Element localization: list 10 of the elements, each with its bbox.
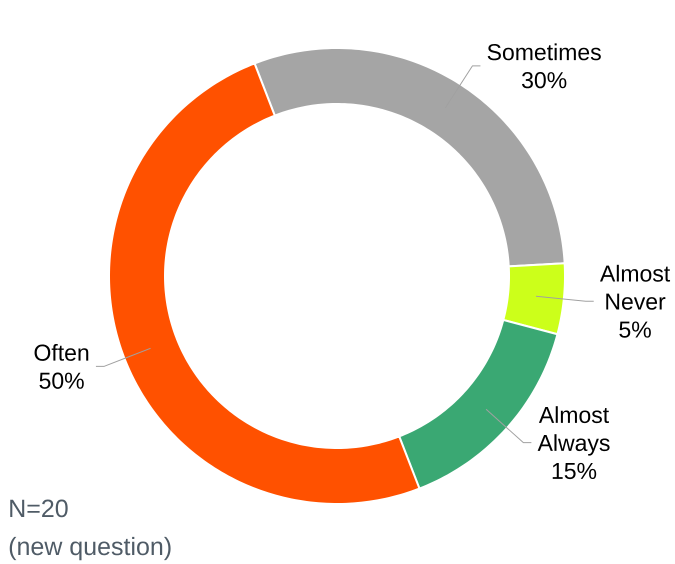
text: N=20 [10,500,68,518]
data-label: 15% [552,462,596,480]
slice-label: Almost Never [600,264,670,310]
data-label: 30% [522,72,566,88]
data-label: 50% [40,372,84,389]
slice-label: Almost Always [538,406,610,456]
data-label: 5% [619,322,651,338]
slice-label: Often [34,344,88,361]
slice-label: Sometimes [488,43,601,60]
text: (new question) [10,536,171,560]
